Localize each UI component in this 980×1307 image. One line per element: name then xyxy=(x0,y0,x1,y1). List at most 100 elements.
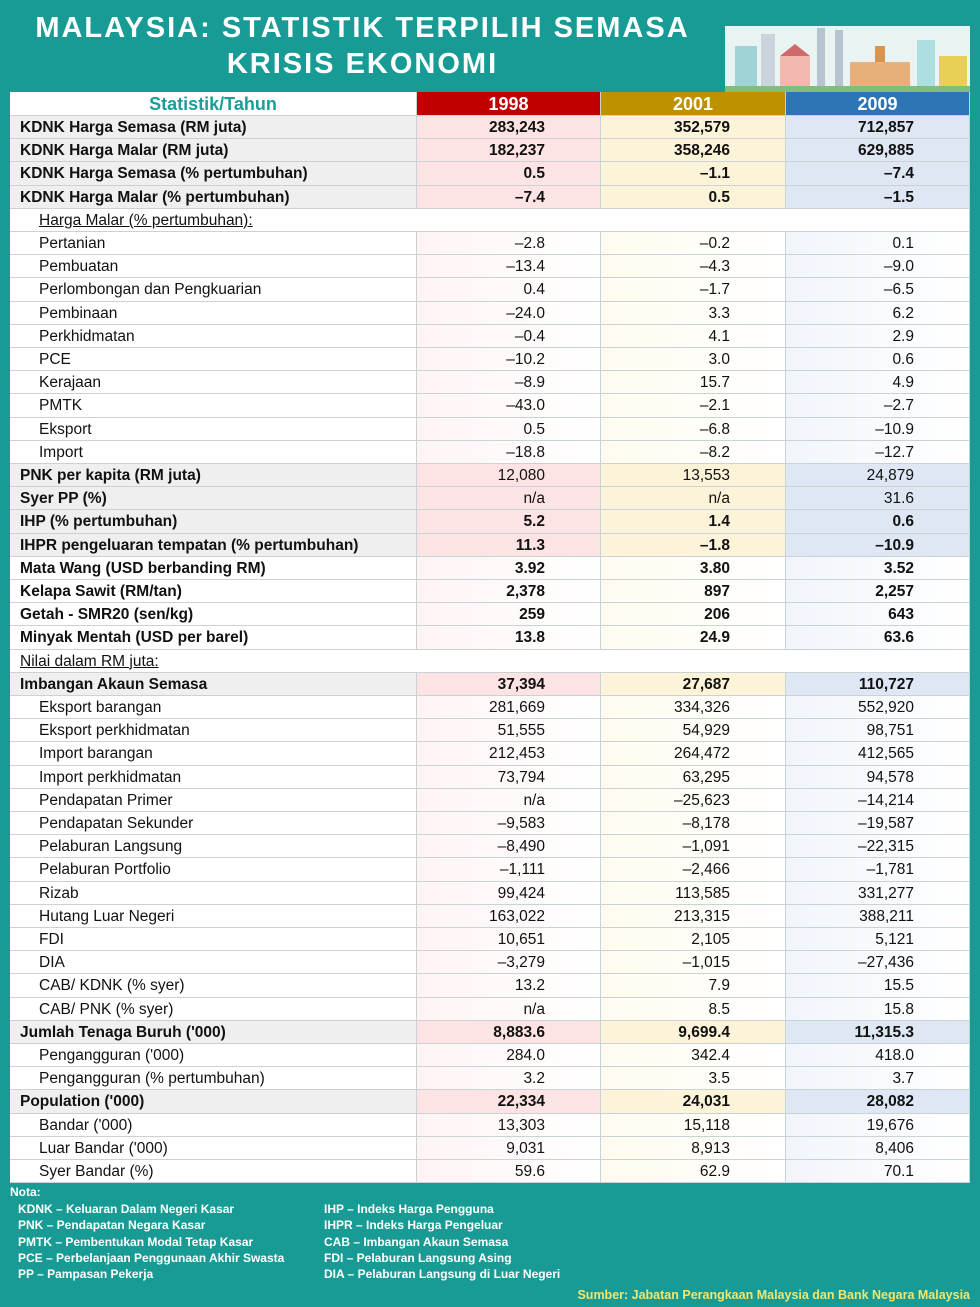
value-cell: 0.6 xyxy=(786,348,970,372)
value-cell: 13,303 xyxy=(417,1113,601,1137)
value-cell: 3.5 xyxy=(601,1067,786,1091)
value-cell: 412,565 xyxy=(786,742,970,766)
row-label: DIA xyxy=(10,951,417,975)
value-cell: 643 xyxy=(786,603,970,627)
value-cell: n/a xyxy=(417,788,601,812)
row-label: Pengangguran ('000) xyxy=(10,1044,417,1068)
value-cell: 110,727 xyxy=(786,672,970,696)
value-cell: –4.3 xyxy=(601,255,786,279)
value-cell: 0.1 xyxy=(786,232,970,256)
note-item: KDNK – Keluaran Dalam Negeri Kasar xyxy=(18,1202,235,1216)
row-label: Rizab xyxy=(10,881,417,905)
value-cell: –1,091 xyxy=(601,835,786,859)
row-label: Eksport perkhidmatan xyxy=(10,719,417,743)
value-cell: 98,751 xyxy=(786,719,970,743)
value-cell: –8.9 xyxy=(417,371,601,395)
value-cell: 19,676 xyxy=(786,1113,970,1137)
row-label: IHP (% pertumbuhan) xyxy=(10,510,417,534)
row-label: Bandar ('000) xyxy=(10,1113,417,1137)
value-cell: 8,913 xyxy=(601,1136,786,1160)
value-cell: 1.4 xyxy=(601,510,786,534)
value-cell: –10.9 xyxy=(786,533,970,557)
value-cell: 10,651 xyxy=(417,928,601,952)
value-cell: –25,623 xyxy=(601,788,786,812)
value-cell: –1.7 xyxy=(601,278,786,302)
value-cell: 2,257 xyxy=(786,580,970,604)
row-label: Eksport barangan xyxy=(10,696,417,720)
value-cell: –9,583 xyxy=(417,812,601,836)
value-cell: –2.8 xyxy=(417,232,601,256)
value-cell: 59.6 xyxy=(417,1160,601,1184)
value-cell: 206 xyxy=(601,603,786,627)
value-cell: 281,669 xyxy=(417,696,601,720)
column-header: Statistik/Tahun xyxy=(10,92,417,116)
value-cell: –6.8 xyxy=(601,417,786,441)
value-cell: –9.0 xyxy=(786,255,970,279)
row-label: PNK per kapita (RM juta) xyxy=(10,464,417,488)
note-item: PMTK – Pembentukan Modal Tetap Kasar xyxy=(18,1234,254,1249)
value-cell: 712,857 xyxy=(786,116,970,140)
value-cell: 283,243 xyxy=(417,116,601,140)
source: Sumber: Jabatan Perangkaan Malaysia dan … xyxy=(577,1288,970,1302)
value-cell: 3.2 xyxy=(417,1067,601,1091)
value-cell: 331,277 xyxy=(786,881,970,905)
value-cell: 629,885 xyxy=(786,139,970,163)
value-cell: 13.8 xyxy=(417,626,601,650)
value-cell: 3.52 xyxy=(786,556,970,580)
row-label: Pendapatan Primer xyxy=(10,788,417,812)
row-label: Kelapa Sawit (RM/tan) xyxy=(10,580,417,604)
column-header: 2009 xyxy=(786,92,970,116)
title-line: MALAYSIA: STATISTIK TERPILIH SEMASA xyxy=(35,12,690,44)
row-label: KDNK Harga Malar (% pertumbuhan) xyxy=(10,185,417,209)
value-cell: 3.0 xyxy=(601,348,786,372)
value-cell: 4.1 xyxy=(601,324,786,348)
value-cell: –12.7 xyxy=(786,440,970,464)
value-cell: 13.2 xyxy=(417,974,601,998)
skyline-illustration xyxy=(725,26,970,92)
value-cell: 15.5 xyxy=(786,974,970,998)
value-cell: 264,472 xyxy=(601,742,786,766)
value-cell: 13,553 xyxy=(601,464,786,488)
value-cell: 37,394 xyxy=(417,672,601,696)
value-cell: –2.7 xyxy=(786,394,970,418)
value-cell: 15.8 xyxy=(786,997,970,1021)
value-cell: 0.4 xyxy=(417,278,601,302)
row-label: Pelaburan Langsung xyxy=(10,835,417,859)
note-item: PNK – Pendapatan Negara Kasar xyxy=(18,1218,206,1233)
row-label: Luar Bandar ('000) xyxy=(10,1136,417,1160)
value-cell: 2,378 xyxy=(417,580,601,604)
row-label: Jumlah Tenaga Buruh ('000) xyxy=(10,1020,417,1044)
note-item: CAB – Imbangan Akaun Semasa xyxy=(324,1234,509,1249)
value-cell: –1,111 xyxy=(417,858,601,882)
value-cell: –0.4 xyxy=(417,324,601,348)
value-cell: 2.9 xyxy=(786,324,970,348)
row-label: Import perkhidmatan xyxy=(10,765,417,789)
notes-title: Nota: xyxy=(10,1185,41,1199)
note-item: PCE – Perbelanjaan Penggunaan Akhir Swas… xyxy=(18,1250,285,1265)
value-cell: –7.4 xyxy=(417,185,601,209)
value-cell: n/a xyxy=(417,997,601,1021)
value-cell: 552,920 xyxy=(786,696,970,720)
column-header: 1998 xyxy=(417,92,601,116)
value-cell: 8.5 xyxy=(601,997,786,1021)
value-cell: –22,315 xyxy=(786,835,970,859)
value-cell: 358,246 xyxy=(601,139,786,163)
value-cell: 163,022 xyxy=(417,904,601,928)
row-label: FDI xyxy=(10,928,417,952)
value-cell: 2,105 xyxy=(601,928,786,952)
value-cell: –1,015 xyxy=(601,951,786,975)
value-cell: –1,781 xyxy=(786,858,970,882)
value-cell: 0.5 xyxy=(417,162,601,186)
row-label: KDNK Harga Semasa (RM juta) xyxy=(10,116,417,140)
row-label: Perlombongan dan Pengkuarian xyxy=(10,278,417,302)
value-cell: –1.8 xyxy=(601,533,786,557)
value-cell: 0.5 xyxy=(601,185,786,209)
value-cell: 94,578 xyxy=(786,765,970,789)
value-cell: 0.5 xyxy=(417,417,601,441)
row-label: Syer PP (%) xyxy=(10,487,417,511)
value-cell: 4.9 xyxy=(786,371,970,395)
value-cell: 22,334 xyxy=(417,1090,601,1114)
row-label: Pelaburan Portfolio xyxy=(10,858,417,882)
value-cell: n/a xyxy=(417,487,601,511)
value-cell: –43.0 xyxy=(417,394,601,418)
